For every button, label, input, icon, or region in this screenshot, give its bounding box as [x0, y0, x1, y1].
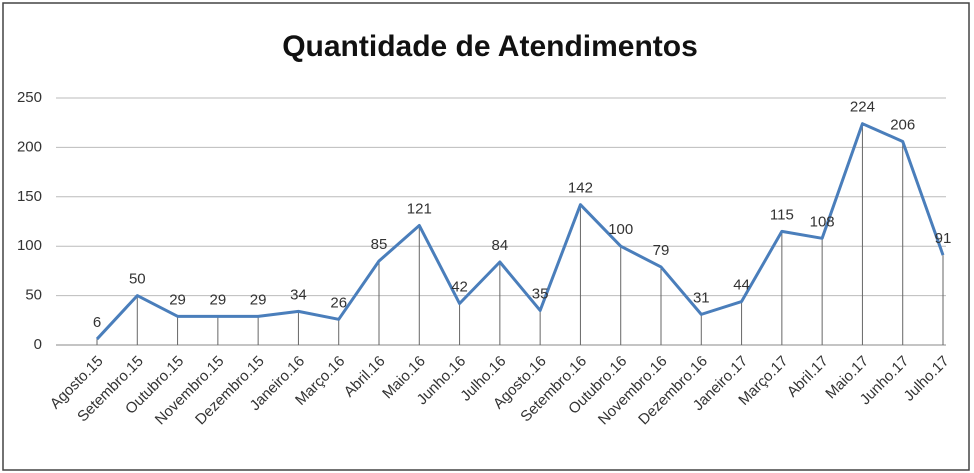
data-label: 121 [407, 200, 432, 217]
data-label: 50 [129, 271, 146, 288]
data-label: 85 [371, 236, 388, 253]
data-label: 79 [653, 242, 670, 259]
y-tick-label: 150 [17, 188, 42, 205]
data-label: 44 [733, 276, 750, 293]
data-label: 100 [608, 221, 633, 238]
chart-title: Quantidade de Atendimentos [282, 30, 698, 63]
data-label: 35 [532, 285, 549, 302]
data-label: 142 [568, 180, 593, 197]
data-label: 42 [451, 278, 468, 295]
data-label: 108 [810, 213, 835, 230]
data-label: 34 [290, 286, 307, 303]
data-label: 91 [935, 230, 952, 247]
data-label: 6 [93, 314, 101, 331]
data-label: 224 [850, 99, 875, 116]
data-label: 84 [492, 237, 509, 254]
data-label: 115 [770, 206, 794, 223]
data-label: 29 [210, 291, 227, 308]
data-label: 29 [250, 291, 267, 308]
y-tick-label: 100 [17, 237, 42, 254]
data-label: 26 [330, 294, 347, 311]
y-tick-label: 250 [17, 89, 42, 106]
y-tick-label: 50 [25, 287, 42, 304]
data-label: 31 [693, 289, 710, 306]
data-label: 206 [890, 116, 915, 133]
y-tick-label: 0 [34, 336, 42, 353]
data-label: 29 [169, 291, 186, 308]
y-tick-label: 200 [17, 138, 42, 155]
series-line [95, 122, 945, 341]
